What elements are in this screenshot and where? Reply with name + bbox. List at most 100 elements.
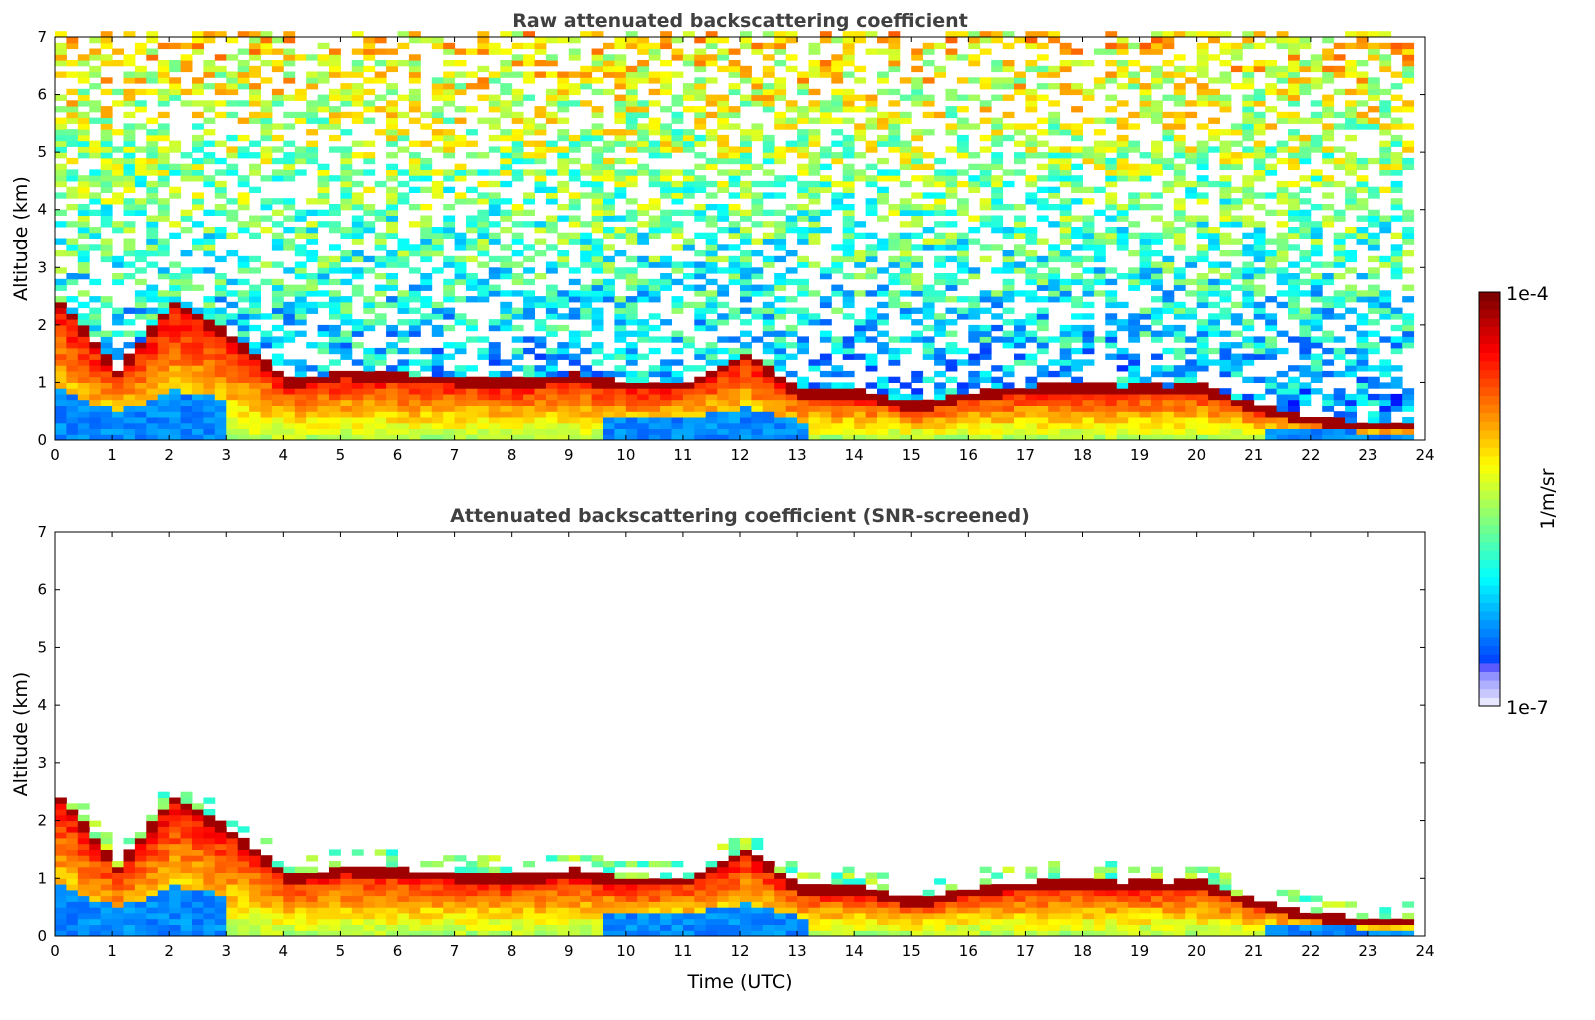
heatmap-cell [511,238,524,245]
heatmap-cell [1173,65,1186,73]
heatmap-cell [1208,434,1220,441]
heatmap-cell [842,336,855,343]
heatmap-cell [808,422,821,429]
heatmap-cell [648,88,661,96]
heatmap-cell [1242,180,1255,188]
heatmap-cell [157,77,170,84]
heatmap-cell [226,417,239,424]
heatmap-cell [899,382,912,389]
heatmap-cell [77,71,90,78]
heatmap-cell [922,42,935,50]
heatmap-cell [1219,146,1232,153]
heatmap-cell [340,146,353,153]
heatmap-cell [968,94,981,101]
heatmap-cell [637,376,650,383]
heatmap-cell [340,307,353,314]
heatmap-cell [1242,393,1255,401]
heatmap-cell [705,324,718,332]
heatmap-cell [77,60,90,67]
heatmap-cell [340,88,353,96]
heatmap-cell [134,255,147,263]
heatmap-cell [1242,336,1255,343]
heatmap-cell [271,290,284,297]
heatmap-cell [317,267,330,274]
heatmap-cell [500,301,513,309]
heatmap-cell [374,273,387,280]
heatmap-cell [77,330,90,337]
heatmap-cell [180,376,193,383]
heatmap-cell [557,88,570,96]
heatmap-cell [317,411,330,418]
heatmap-cell [1276,31,1289,38]
heatmap-cell [591,169,604,176]
heatmap-cell [568,71,581,78]
heatmap-cell [1173,83,1186,90]
heatmap-cell [1059,157,1072,165]
heatmap-cell [762,152,775,159]
heatmap-cell [591,370,604,378]
heatmap-cell [774,209,787,216]
heatmap-cell [968,422,981,429]
heatmap-cell [1196,215,1209,222]
heatmap-cell [934,393,946,401]
heatmap-cell [1253,111,1266,119]
heatmap-cell [523,267,535,274]
heatmap-cell [1071,324,1083,332]
heatmap-cell [717,111,730,119]
heatmap-cell [77,192,90,199]
heatmap-cell [1116,244,1129,251]
heatmap-cell [1242,376,1255,383]
heatmap-cell [945,48,958,55]
heatmap-cell [1173,273,1186,280]
heatmap-cell [1128,399,1141,406]
heatmap-cell [660,376,672,383]
heatmap-cell [180,42,193,50]
heatmap-cell [797,129,809,136]
heatmap-cell [1196,192,1209,199]
heatmap-cell [1196,180,1209,188]
heatmap-cell [648,123,661,130]
heatmap-cell [134,365,147,372]
heatmap-cell [1025,42,1038,50]
heatmap-cell [77,301,90,309]
heatmap-cell [134,382,147,389]
heatmap-cell [694,60,707,67]
heatmap-cell [1288,192,1300,199]
heatmap-cell [682,393,695,401]
heatmap-cell [557,100,570,107]
heatmap-cell [1265,152,1278,159]
heatmap-cell [192,347,204,355]
heatmap-cell [728,428,741,435]
heatmap-cell [454,411,467,418]
heatmap-cell [660,370,672,378]
heatmap-cell [523,376,535,383]
heatmap-cell [991,290,1004,297]
heatmap-cell [100,215,113,222]
heatmap-cell [55,238,67,245]
heatmap-cell [979,255,992,263]
heatmap-cell [968,37,981,44]
heatmap-cell [1322,399,1335,406]
heatmap-cell [317,370,330,378]
heatmap-cell [717,106,730,113]
heatmap-cell [1002,77,1015,84]
heatmap-cell [648,370,661,378]
heatmap-cell [203,31,216,38]
heatmap-cell [1082,146,1095,153]
heatmap-cell [329,370,341,378]
heatmap-cell [351,376,364,383]
heatmap-cell [306,422,319,429]
heatmap-cell [557,428,570,435]
heatmap-cell [956,307,969,314]
heatmap-cell [283,284,296,291]
heatmap-cell [100,244,113,251]
heatmap-cell [1185,278,1198,286]
heatmap-cell [237,353,250,360]
heatmap-cell [249,405,261,412]
heatmap-cell [956,434,969,441]
heatmap-cell [1036,198,1049,205]
heatmap-cell [351,399,364,406]
heatmap-cell [1025,417,1038,424]
heatmap-cell [420,347,433,355]
heatmap-cell [523,411,535,418]
